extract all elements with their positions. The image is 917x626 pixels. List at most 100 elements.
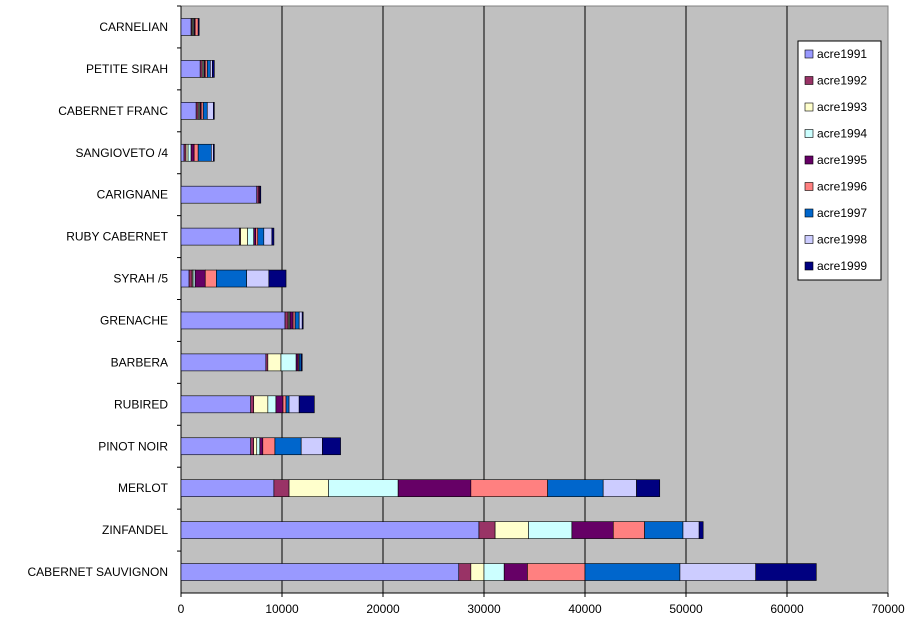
bar-segment	[199, 60, 203, 78]
category-label: RUBY CABERNET	[66, 230, 168, 244]
bar-segment	[478, 521, 496, 539]
bar-segment	[204, 60, 208, 78]
bar-segment	[195, 102, 199, 120]
bar-segment	[280, 353, 297, 372]
bar-segment	[256, 185, 260, 204]
bar-segment	[192, 269, 196, 288]
bars	[180, 18, 817, 581]
legend-swatch	[804, 102, 814, 112]
bar-segment	[298, 395, 315, 414]
bar-segment	[271, 227, 275, 246]
bar-segment	[288, 395, 300, 414]
bar-segment	[197, 143, 212, 162]
bar-segment	[180, 269, 190, 288]
bar-segment	[213, 143, 215, 162]
bar-segment	[470, 479, 548, 497]
legend-swatch	[804, 49, 814, 59]
bar-segment	[698, 521, 704, 539]
bar-segment	[256, 437, 261, 456]
legend-swatch	[804, 129, 814, 138]
bar-segment	[612, 521, 645, 539]
bar-segment	[255, 227, 259, 246]
legend-label: acre1998	[817, 233, 867, 247]
legend: acre1991 acre1992 acre1993 acre1994 acre1995…	[797, 40, 882, 281]
bar-segment	[285, 395, 290, 414]
category-label: PETITE SIRAH	[86, 62, 168, 76]
bar-segment	[216, 269, 247, 288]
bar-segment	[458, 563, 472, 581]
bar-segment	[250, 437, 255, 456]
bar-segment	[265, 353, 269, 372]
category-label: BARBERA	[111, 355, 168, 369]
bar-segment	[602, 479, 637, 497]
bar-segment	[259, 437, 264, 456]
bar-segment	[300, 353, 303, 372]
bar-segment	[253, 227, 257, 246]
category-label: SYRAH /5	[113, 272, 168, 286]
bar-segment	[267, 353, 282, 372]
bar-segment	[204, 269, 217, 288]
legend-label: acre1994	[817, 127, 867, 141]
category-label: CARIGNANE	[97, 188, 168, 202]
bar-segment	[180, 521, 480, 539]
bar-segment	[494, 521, 529, 539]
bar-segment	[259, 185, 262, 204]
legend-label: acre1999	[817, 259, 867, 273]
bar-segment	[284, 311, 289, 330]
legend-swatch	[804, 208, 814, 218]
bar-segment	[644, 521, 684, 539]
bar-segment	[209, 60, 213, 78]
plot-area	[180, 5, 889, 594]
bar-segment	[267, 395, 277, 414]
bar-segment	[273, 479, 290, 497]
bar-segment	[682, 521, 700, 539]
bar-segment	[282, 395, 287, 414]
bar-segment	[262, 437, 276, 456]
bar-segment	[295, 353, 299, 372]
bar-segment	[247, 227, 255, 246]
category-label: CABERNET FRANC	[58, 104, 168, 118]
bar-segment	[755, 563, 817, 581]
x-tick-label: 40000	[568, 602, 602, 616]
bar-segment	[213, 102, 215, 120]
bar-segment	[636, 479, 661, 497]
bar-segment	[194, 269, 206, 288]
bar-segment	[483, 563, 505, 581]
bar-segment	[547, 479, 604, 497]
bar-segment	[571, 521, 614, 539]
bar-segment	[180, 18, 192, 36]
bar-segment	[257, 227, 265, 246]
bar-segment	[193, 143, 199, 162]
category-label: ZINFANDEL	[102, 523, 168, 537]
category-label: RUBIRED	[114, 397, 168, 411]
legend-label: acre1991	[817, 47, 867, 61]
category-labels: CARNELIAN PETITE SIRAH CABERNET FRANC SANGI…	[28, 5, 181, 579]
bar-segment	[300, 437, 323, 456]
bar-segment	[503, 563, 528, 581]
bar-segment	[190, 143, 195, 162]
x-tick-label: 60000	[770, 602, 804, 616]
bar-segment	[246, 269, 270, 288]
bar-segment	[275, 395, 284, 414]
legend-label: acre1993	[817, 100, 867, 114]
bar-segment	[288, 479, 329, 497]
bar-segment	[298, 353, 302, 372]
bar-segment	[470, 563, 485, 581]
category-label: CABERNET SAUVIGNON	[28, 565, 168, 579]
x-tick-label: 20000	[366, 602, 400, 616]
x-tick-label: 10000	[265, 602, 299, 616]
bar-segment	[253, 437, 258, 456]
bar-segment	[180, 437, 251, 456]
bar-segment	[180, 311, 286, 330]
bar-segment	[180, 227, 240, 246]
bar-segment	[268, 269, 287, 288]
bar-segment	[322, 437, 341, 456]
bar-segment	[187, 143, 192, 162]
bar-segment	[301, 311, 304, 330]
category-label: GRENACHE	[100, 313, 168, 327]
legend-swatch	[804, 235, 814, 244]
legend-swatch	[804, 182, 814, 191]
bar-segment	[527, 563, 586, 581]
category-label: PINOT NOIR	[98, 439, 168, 453]
